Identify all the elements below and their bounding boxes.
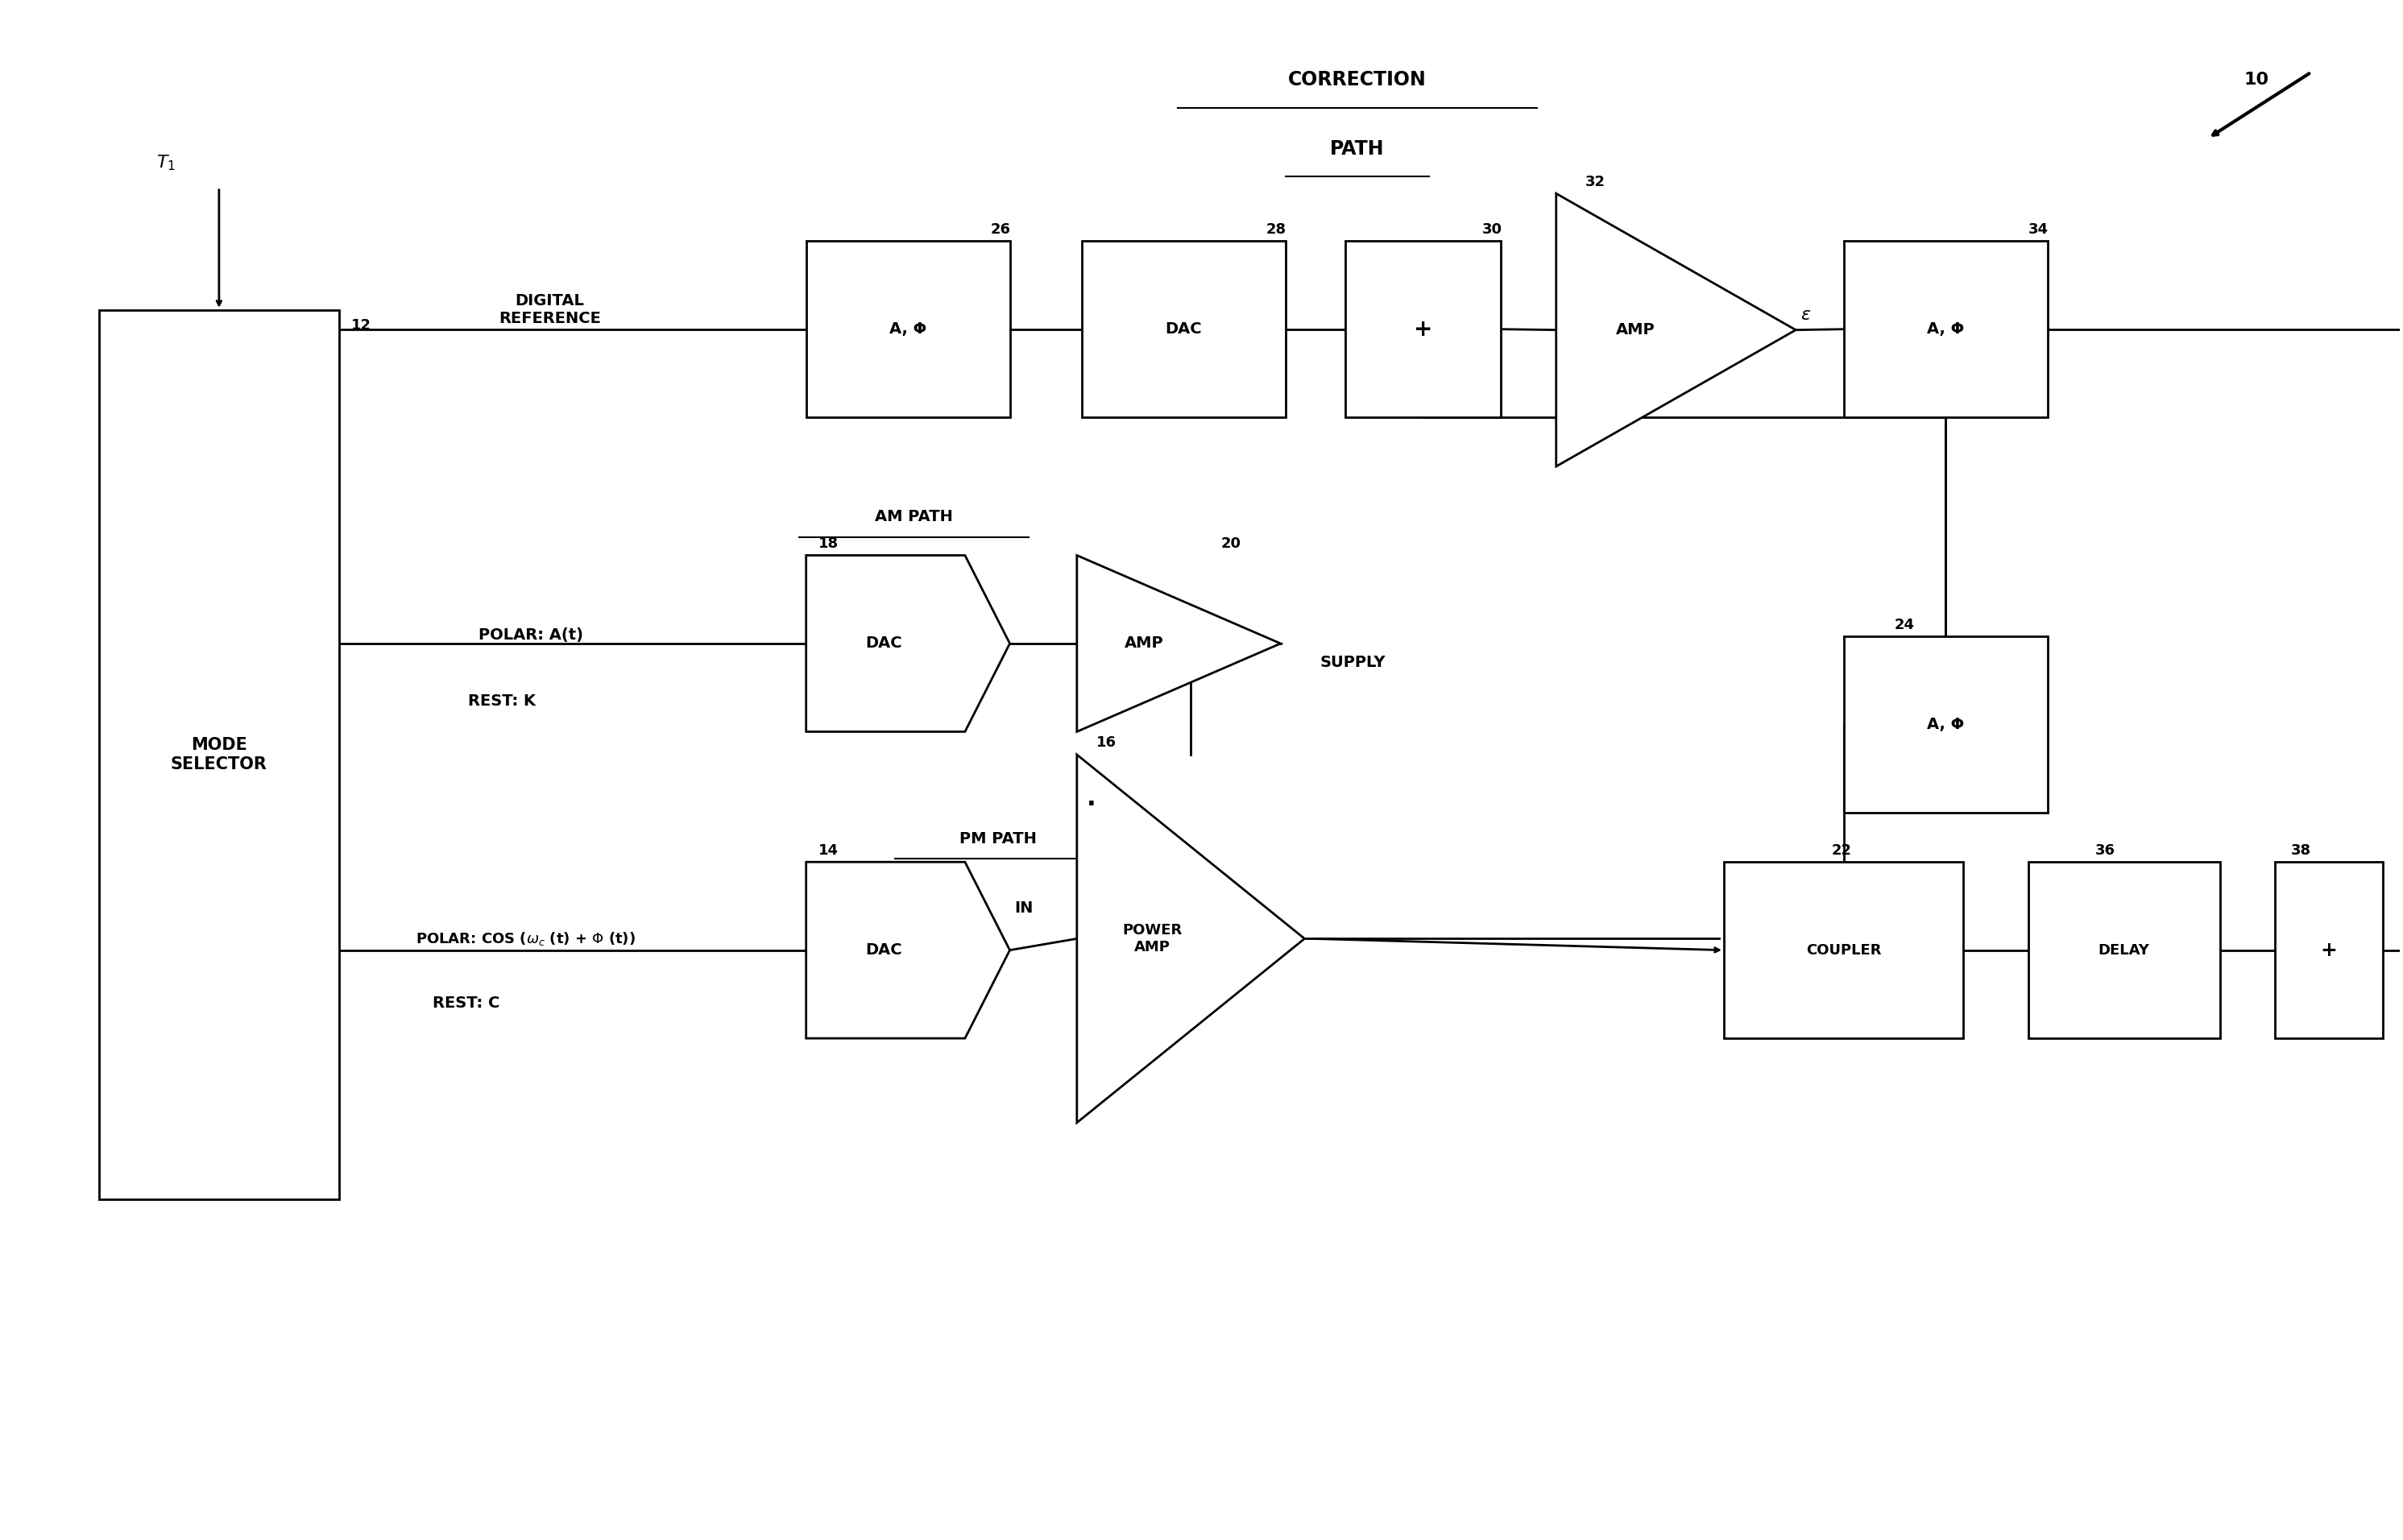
Polygon shape: [805, 862, 1009, 1038]
Text: A, Φ: A, Φ: [1927, 322, 1963, 337]
Polygon shape: [1557, 194, 1795, 467]
Polygon shape: [1077, 755, 1305, 1123]
Text: POLAR: COS ($\omega_c$ (t) + $\Phi$ (t)): POLAR: COS ($\omega_c$ (t) + $\Phi$ (t)): [416, 930, 637, 947]
Text: 26: 26: [990, 222, 1012, 237]
Text: ε: ε: [1800, 306, 1809, 323]
Text: CORRECTION: CORRECTION: [1288, 71, 1427, 89]
Text: 18: 18: [817, 536, 839, 551]
Text: 20: 20: [1221, 536, 1240, 551]
Text: DAC: DAC: [1165, 322, 1202, 337]
Bar: [2028, 862, 2220, 1038]
Text: +: +: [2321, 941, 2338, 959]
Text: DAC: DAC: [865, 942, 901, 958]
Text: POLAR: A(t): POLAR: A(t): [478, 627, 584, 642]
Text: PATH: PATH: [1331, 139, 1384, 159]
Bar: [1843, 242, 2047, 417]
Text: DAC: DAC: [865, 636, 901, 651]
Text: REST: K: REST: K: [469, 693, 536, 708]
Bar: [1843, 636, 2047, 813]
Text: 34: 34: [2028, 222, 2047, 237]
Text: IN: IN: [1014, 901, 1033, 916]
Text: 24: 24: [1894, 618, 1915, 631]
Text: AM PATH: AM PATH: [875, 510, 954, 525]
Text: DIGITAL
REFERENCE: DIGITAL REFERENCE: [497, 294, 601, 326]
Bar: [1346, 242, 1502, 417]
Bar: [2276, 862, 2384, 1038]
Text: MODE
SELECTOR: MODE SELECTOR: [171, 738, 267, 772]
Text: PM PATH: PM PATH: [959, 832, 1036, 847]
Text: A, Φ: A, Φ: [889, 322, 928, 337]
Text: 36: 36: [2095, 842, 2115, 858]
Text: 16: 16: [1096, 736, 1117, 750]
Text: AMP: AMP: [1125, 636, 1163, 651]
Text: 12: 12: [351, 319, 370, 333]
Text: DELAY: DELAY: [2098, 942, 2151, 958]
Bar: [805, 242, 1009, 417]
Text: .: .: [1086, 787, 1096, 810]
Text: AMP: AMP: [1615, 322, 1656, 337]
Text: A, Φ: A, Φ: [1927, 718, 1963, 733]
Text: REST: C: REST: C: [433, 995, 500, 1010]
Text: 30: 30: [1483, 222, 1502, 237]
Text: COUPLER: COUPLER: [1807, 942, 1882, 958]
Bar: [99, 310, 339, 1200]
Polygon shape: [1077, 556, 1281, 731]
Text: 32: 32: [1586, 174, 1605, 189]
Bar: [1723, 862, 1963, 1038]
Text: SUPPLY: SUPPLY: [1319, 654, 1384, 670]
Bar: [1081, 242, 1286, 417]
Text: +: +: [1413, 317, 1432, 340]
Text: 10: 10: [2244, 72, 2268, 88]
Text: $T_1$: $T_1$: [156, 152, 175, 172]
Polygon shape: [805, 556, 1009, 731]
Text: POWER
AMP: POWER AMP: [1122, 922, 1182, 955]
Text: 38: 38: [2290, 842, 2312, 858]
Text: 22: 22: [1831, 842, 1853, 858]
Text: 28: 28: [1266, 222, 1286, 237]
Text: 14: 14: [817, 842, 839, 858]
